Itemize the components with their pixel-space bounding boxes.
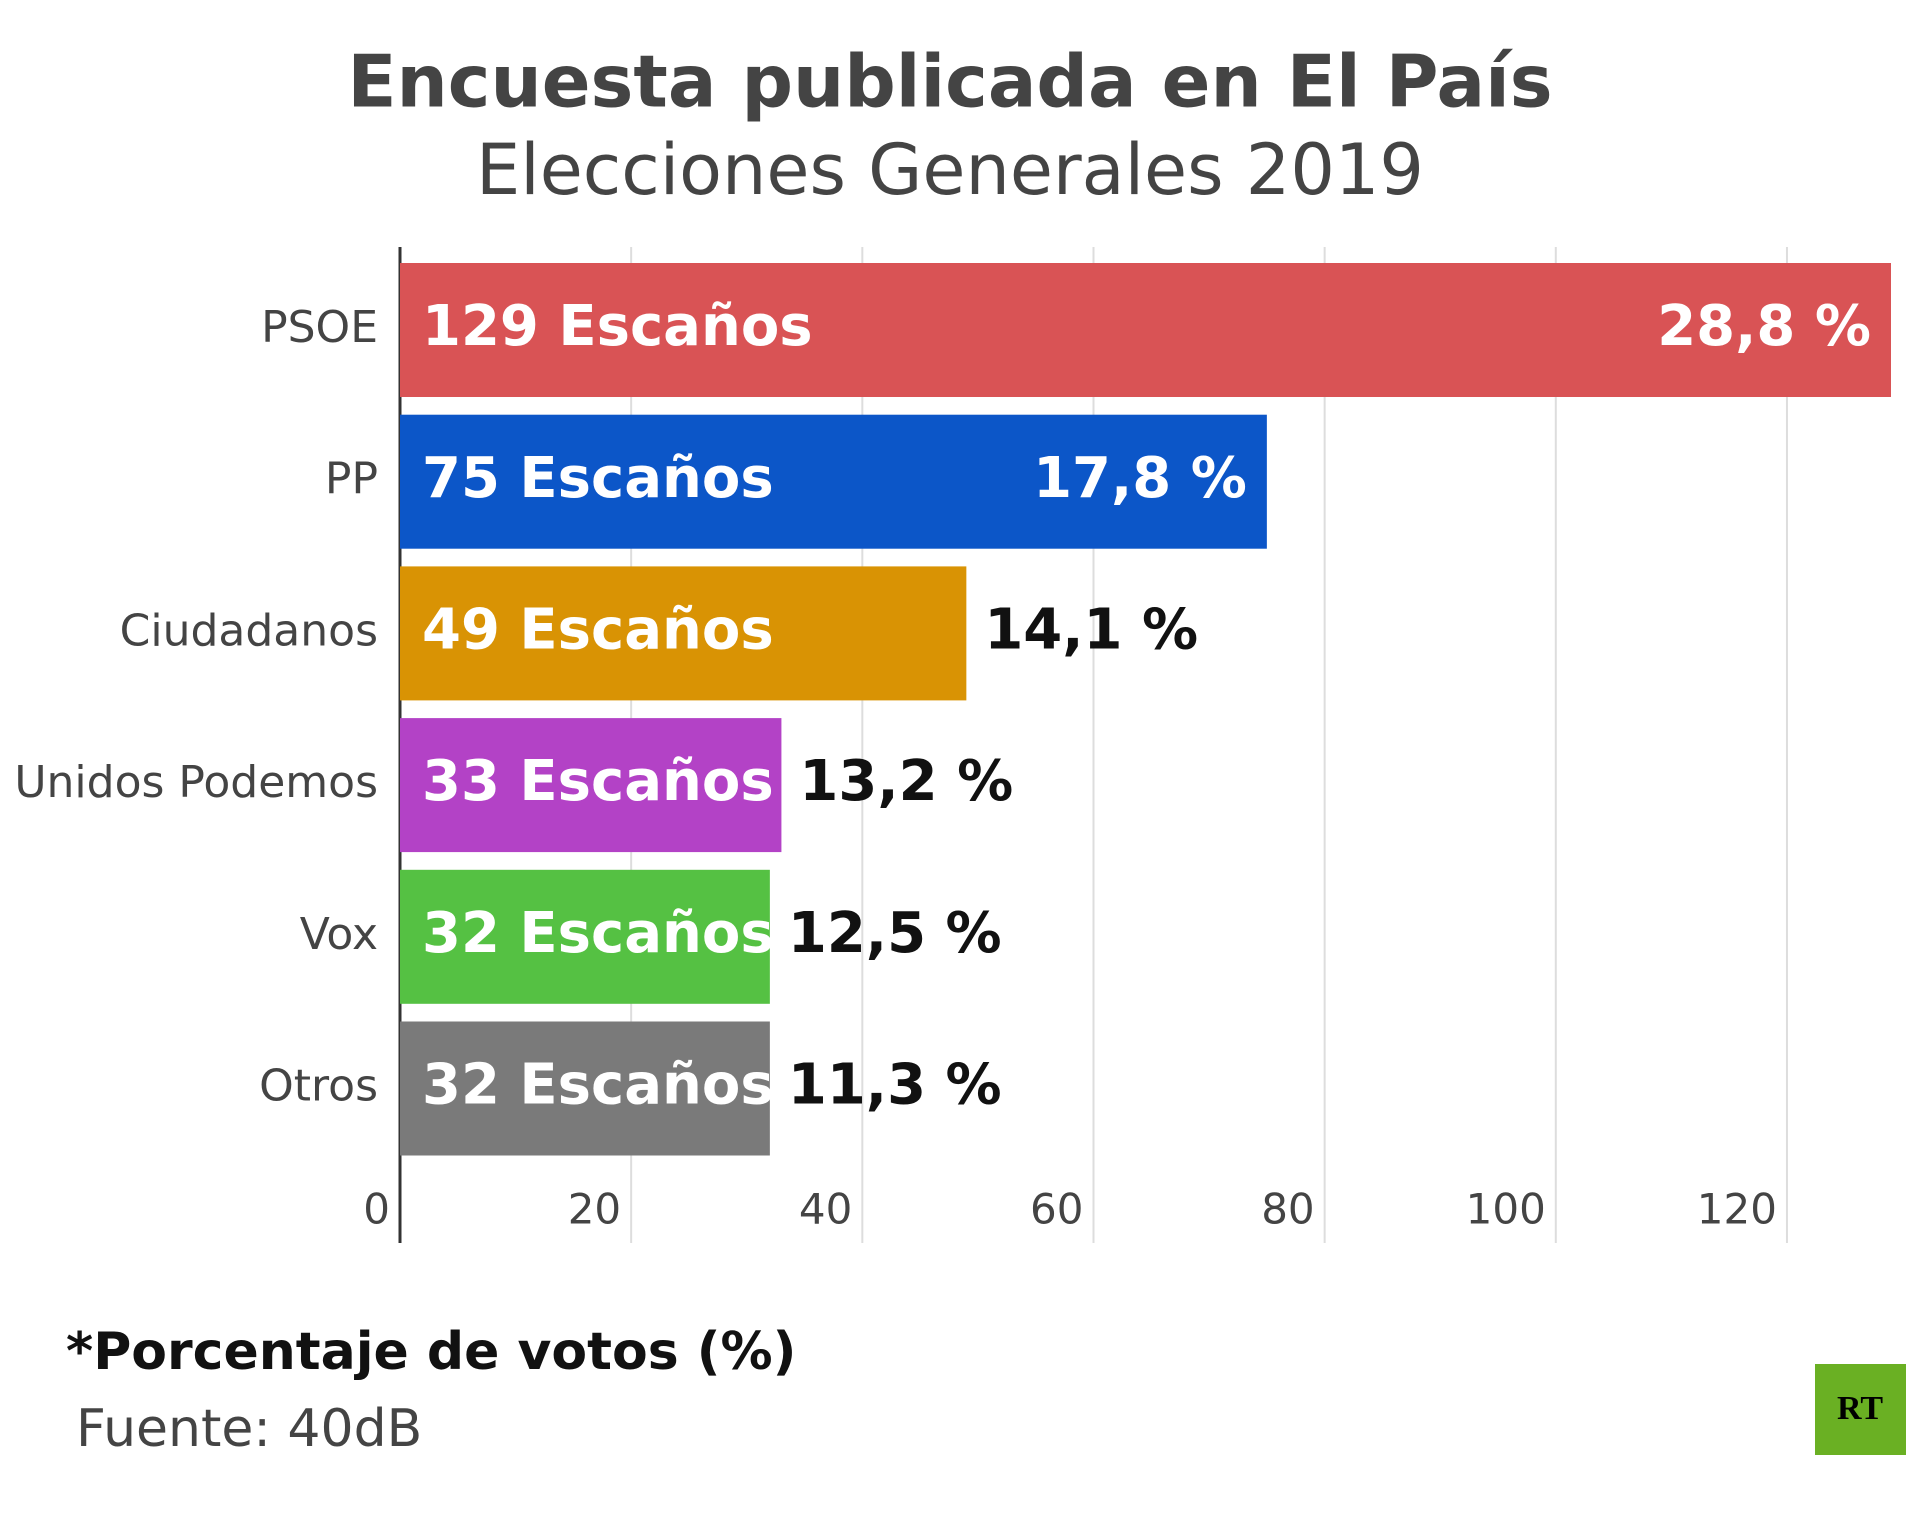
percentage-label: 12,5 %: [788, 901, 1002, 966]
x-tick-label: 60: [1030, 1185, 1083, 1234]
bar: [400, 263, 1891, 397]
y-tick-label: PSOE: [261, 302, 378, 353]
chart-subtitle: Elecciones Generales 2019: [476, 129, 1424, 211]
percentage-label: 14,1 %: [984, 598, 1198, 663]
x-tick-label: 120: [1697, 1185, 1777, 1234]
source: Fuente: 40dB: [76, 1399, 422, 1459]
percentage-label: 17,8 %: [1033, 446, 1247, 511]
value-label: 49 Escaños: [422, 598, 774, 663]
percentage-label: 11,3 %: [788, 1053, 1002, 1118]
value-label: 33 Escaños: [422, 749, 774, 814]
x-tick-label: 80: [1261, 1185, 1314, 1234]
footnote: *Porcentaje de votos (%): [66, 1322, 796, 1382]
y-tick-label: Ciudadanos: [120, 605, 378, 656]
chart-title: Encuesta publicada en El País: [347, 40, 1552, 124]
bar: [400, 869, 770, 1004]
value-label: 32 Escaños: [422, 1053, 774, 1118]
bar: [400, 718, 782, 853]
logo: RT: [1837, 1390, 1883, 1427]
bar: [400, 414, 1267, 549]
x-tick-label: 20: [568, 1185, 621, 1234]
y-tick-label: Vox: [300, 909, 378, 960]
percentage-label: 28,8 %: [1657, 294, 1871, 359]
x-tick-label: 0: [363, 1185, 390, 1234]
bar: [400, 1021, 770, 1156]
x-tick-label: 40: [799, 1185, 852, 1234]
y-tick-label: PP: [325, 454, 378, 505]
x-tick-label: 100: [1466, 1185, 1546, 1234]
value-label: 32 Escaños: [422, 901, 774, 966]
value-label: 129 Escaños: [422, 294, 813, 359]
y-tick-label: Otros: [259, 1061, 378, 1112]
percentage-label: 13,2 %: [799, 749, 1013, 814]
logo-box: [1815, 1364, 1906, 1455]
bar: [400, 566, 967, 701]
value-label: 75 Escaños: [422, 446, 774, 511]
y-tick-label: Unidos Podemos: [14, 757, 378, 808]
